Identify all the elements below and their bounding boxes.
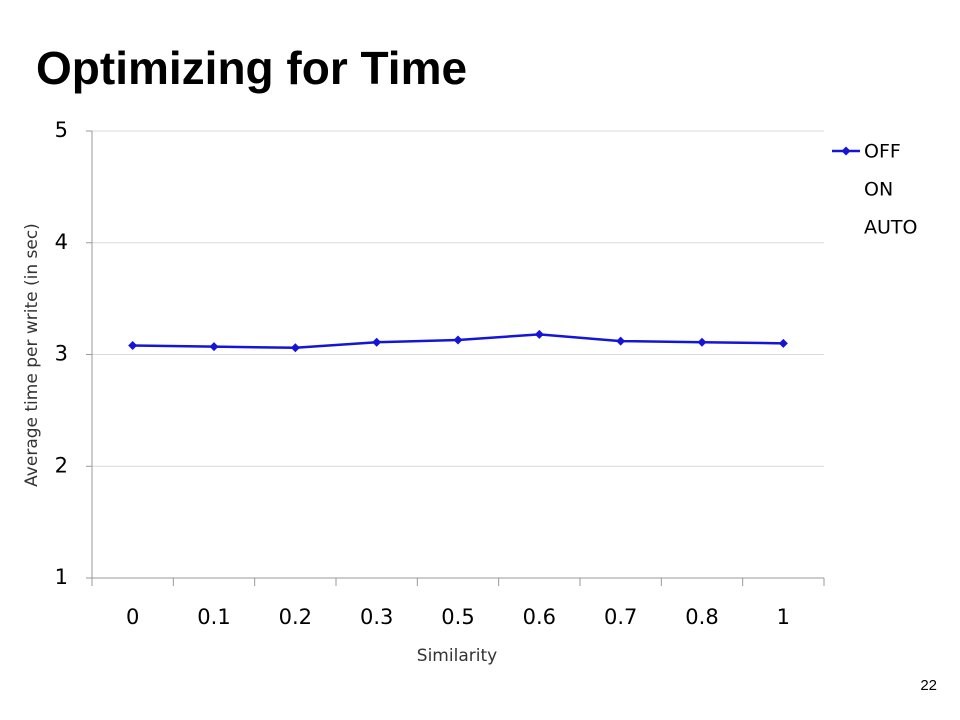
y-tick-label: 5	[55, 118, 68, 142]
series-marker	[616, 336, 626, 346]
series-marker	[209, 342, 219, 352]
x-tick-label: 0.3	[360, 605, 393, 629]
legend-label: ON	[864, 179, 893, 201]
series-marker	[453, 335, 463, 345]
x-tick-label: 0	[126, 605, 139, 629]
y-tick-label: 2	[55, 453, 68, 477]
y-tick-label: 3	[55, 342, 68, 366]
series-marker	[290, 343, 300, 353]
x-tick-label: 0.8	[685, 605, 718, 629]
series-marker	[372, 337, 382, 347]
slide-title: Optimizing for Time	[36, 42, 467, 94]
legend-label: AUTO	[864, 217, 917, 239]
page-number: 22	[920, 677, 937, 694]
x-tick-label: 0.5	[441, 605, 474, 629]
x-tick-label: 0.1	[197, 605, 230, 629]
y-tick-label: 1	[55, 565, 68, 589]
x-tick-label: 1	[777, 605, 790, 629]
x-tick-label: 0.6	[523, 605, 556, 629]
x-tick-label: 0.7	[604, 605, 637, 629]
series-marker	[697, 337, 707, 347]
y-tick-label: 4	[55, 230, 68, 254]
x-tick-label: 0.2	[279, 605, 312, 629]
legend-label: OFF	[864, 141, 901, 163]
series-marker	[778, 338, 788, 348]
legend-marker	[841, 146, 851, 156]
y-axis-label: Average time per write (in sec)	[22, 223, 42, 487]
series-marker	[534, 329, 544, 339]
x-axis-label: Similarity	[417, 646, 497, 666]
series-marker	[128, 341, 138, 351]
